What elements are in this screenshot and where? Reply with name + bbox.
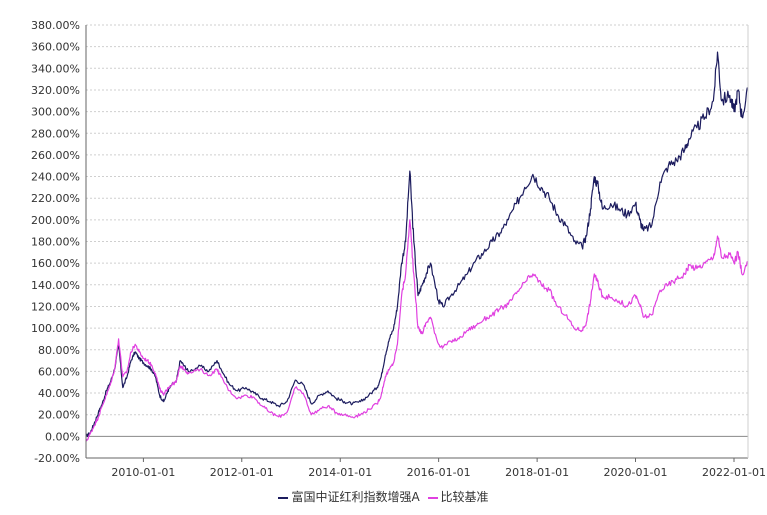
legend-item-benchmark: 比较基准: [427, 488, 489, 505]
legend-swatch-fund: [278, 496, 289, 499]
legend-label-benchmark: 比较基准: [440, 490, 489, 504]
y-tick-label: 200.00%: [31, 214, 80, 227]
x-tick-label: 2010-01-01: [111, 466, 175, 479]
legend-item-fund: 富国中证红利指数增强A: [278, 488, 420, 505]
y-tick-label: 20.00%: [38, 409, 80, 422]
series-line-fund: [85, 51, 749, 438]
y-tick-label: 80.00%: [38, 344, 80, 357]
legend-label-fund: 富国中证红利指数增强A: [291, 490, 420, 504]
x-tick-label: 2018-01-01: [505, 466, 569, 479]
x-tick-label: 2012-01-01: [210, 466, 274, 479]
y-tick-label: 220.00%: [31, 192, 80, 205]
y-tick-label: 340.00%: [31, 62, 80, 75]
y-tick-label: 180.00%: [31, 236, 80, 249]
x-tick-label: 2020-01-01: [604, 466, 668, 479]
line-chart: -20.00% 0.00% 20.00% 40.00% 60.00% 80.00% 100.…: [31, 19, 766, 479]
grid-lines: [86, 24, 748, 459]
series-line-benchmark: [85, 219, 749, 442]
y-tick-label: 380.00%: [31, 19, 80, 32]
y-tick-label: 160.00%: [31, 257, 80, 270]
y-tick-label: 360.00%: [31, 41, 80, 54]
y-tick-label: 240.00%: [31, 171, 80, 184]
x-tick-label: 2022-01-01: [702, 466, 766, 479]
y-tick-label: 140.00%: [31, 279, 80, 292]
y-tick-label: 320.00%: [31, 84, 80, 97]
x-axis-ticks: 2010-01-01 2012-01-01 2014-01-01 2016-01-01…: [111, 458, 766, 479]
legend: 富国中证红利指数增强A 比较基准: [0, 488, 767, 505]
y-tick-label: 260.00%: [31, 149, 80, 162]
series-lines: [85, 51, 749, 442]
legend-swatch-benchmark: [427, 496, 438, 499]
y-tick-label: 280.00%: [31, 127, 80, 140]
x-tick-label: 2014-01-01: [308, 466, 372, 479]
y-tick-label: 60.00%: [38, 365, 80, 378]
y-tick-label: -20.00%: [34, 452, 80, 465]
y-tick-label: 40.00%: [38, 387, 80, 400]
y-axis-ticks: -20.00% 0.00% 20.00% 40.00% 60.00% 80.00% 100.…: [31, 19, 80, 465]
y-tick-label: 300.00%: [31, 106, 80, 119]
y-tick-label: 120.00%: [31, 300, 80, 313]
y-tick-label: 100.00%: [31, 322, 80, 335]
axes: [85, 25, 749, 459]
y-tick-label: 0.00%: [45, 430, 80, 443]
x-tick-label: 2016-01-01: [407, 466, 471, 479]
